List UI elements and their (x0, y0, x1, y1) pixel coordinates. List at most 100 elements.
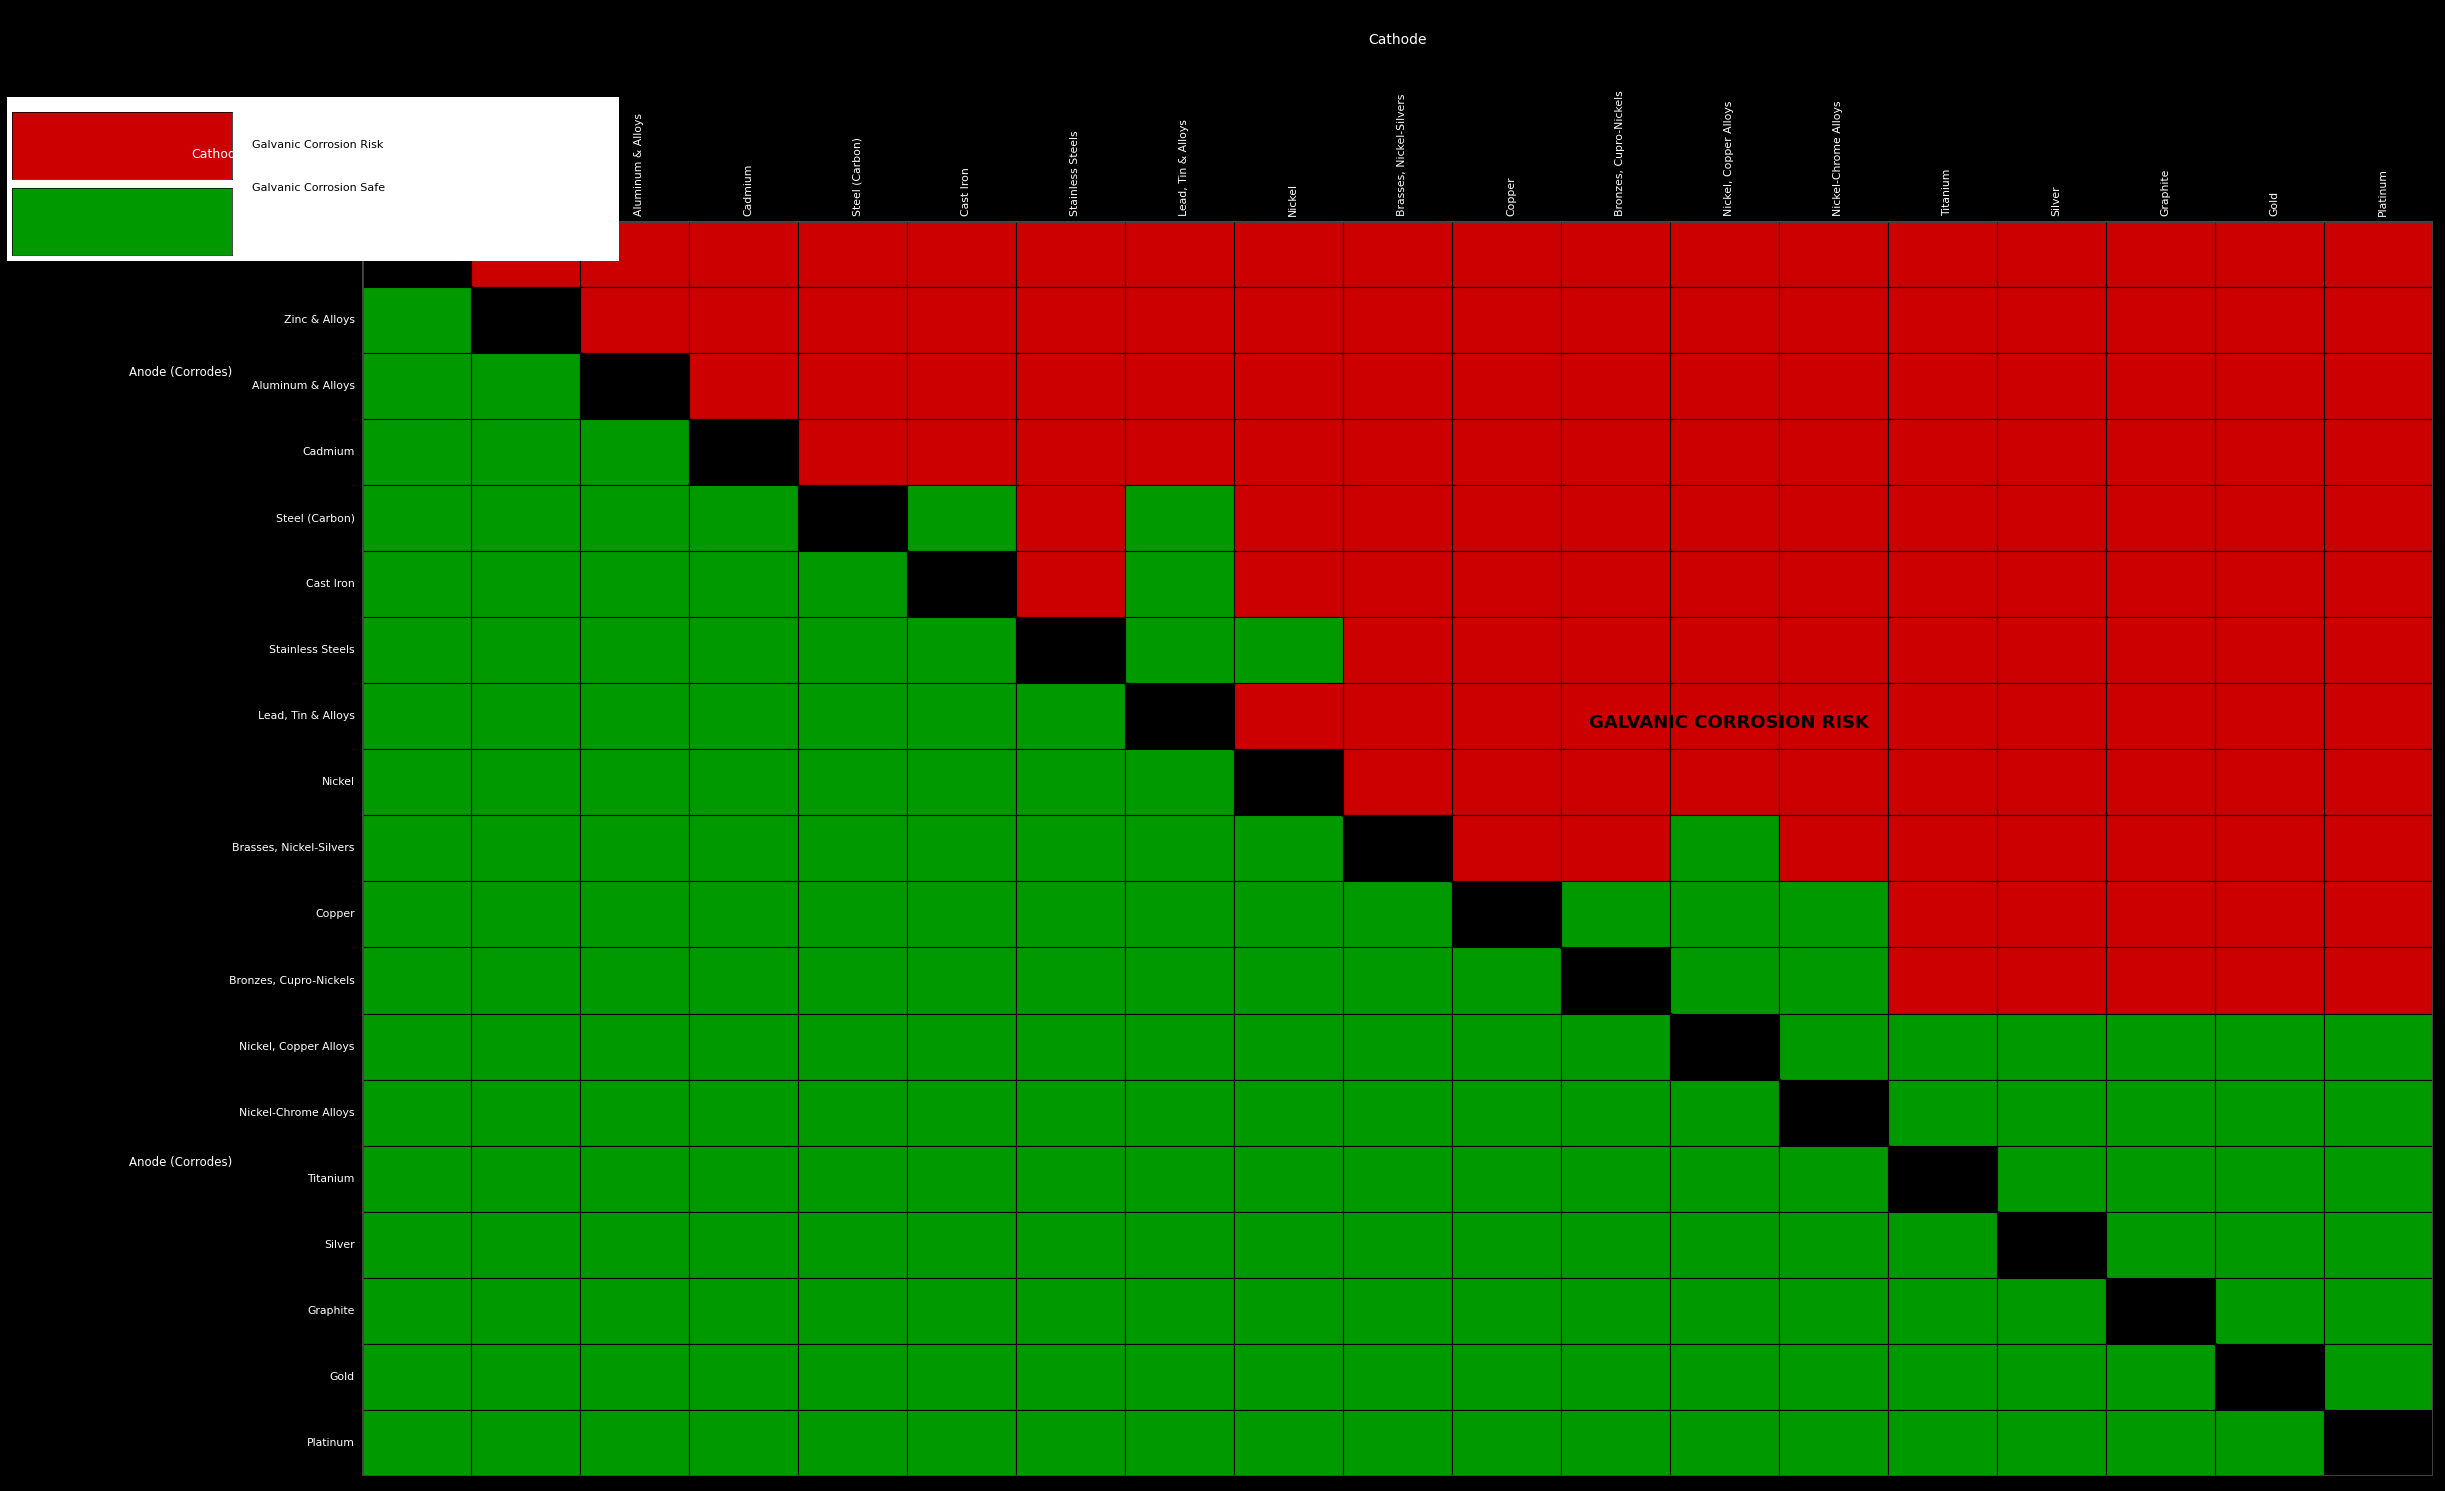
Text: Graphite: Graphite (308, 1306, 355, 1317)
Text: Zinc & Alloys: Zinc & Alloys (526, 145, 535, 216)
Bar (1670, 286, 1780, 353)
Bar (1452, 1079, 1560, 1145)
Bar (472, 485, 579, 552)
Bar (1560, 947, 1670, 1014)
Bar (1670, 485, 1780, 552)
Bar (689, 1343, 797, 1410)
Bar (2105, 1079, 2215, 1145)
Bar (2215, 1410, 2323, 1476)
Bar (1125, 419, 1235, 485)
Bar (1015, 353, 1125, 419)
Bar (472, 947, 579, 1014)
Bar (797, 286, 907, 353)
Bar (2323, 617, 2433, 683)
Bar (472, 816, 579, 881)
Bar (1780, 947, 1888, 1014)
Bar (1125, 221, 1235, 286)
Bar (1998, 617, 2105, 683)
Bar (1670, 816, 1780, 881)
Bar (2215, 816, 2323, 881)
Bar (472, 683, 579, 750)
Bar (1560, 1145, 1670, 1212)
Bar (1342, 1079, 1452, 1145)
Bar (1342, 1278, 1452, 1343)
Bar (1015, 221, 1125, 286)
Bar (2323, 750, 2433, 816)
Bar (1888, 683, 1998, 750)
Bar (907, 353, 1015, 419)
Bar (1888, 816, 1998, 881)
Bar (1452, 552, 1560, 617)
Bar (2215, 750, 2323, 816)
Text: Cast Iron: Cast Iron (306, 579, 355, 589)
Bar (1452, 485, 1560, 552)
Bar (362, 1410, 472, 1476)
Bar (797, 419, 907, 485)
Bar (1998, 1079, 2105, 1145)
Bar (1888, 1014, 1998, 1079)
Bar (2323, 1079, 2433, 1145)
Bar (907, 552, 1015, 617)
Bar (2105, 750, 2215, 816)
Bar (2323, 552, 2433, 617)
Bar (1125, 1014, 1235, 1079)
Bar (1888, 1410, 1998, 1476)
Bar (2215, 286, 2323, 353)
Bar (1125, 1278, 1235, 1343)
Text: Cathode: Cathode (1369, 33, 1425, 48)
Bar (362, 683, 472, 750)
Bar (1342, 353, 1452, 419)
Bar (1888, 485, 1998, 552)
Bar (1235, 485, 1342, 552)
Bar (362, 750, 472, 816)
Text: Platinum: Platinum (2379, 168, 2389, 216)
Bar (1452, 1212, 1560, 1278)
Bar (1342, 221, 1452, 286)
Bar (1670, 947, 1780, 1014)
Bar (472, 1343, 579, 1410)
Bar (1235, 1145, 1342, 1212)
Text: Brasses, Nickel-Silvers: Brasses, Nickel-Silvers (232, 844, 355, 853)
Bar (2323, 1145, 2433, 1212)
Bar (1888, 947, 1998, 1014)
Text: Copper: Copper (1506, 176, 1516, 216)
Bar (797, 221, 907, 286)
Bar (579, 1278, 689, 1343)
Bar (797, 947, 907, 1014)
Bar (1342, 881, 1452, 947)
Bar (1125, 881, 1235, 947)
Bar (1452, 1278, 1560, 1343)
Bar (907, 947, 1015, 1014)
Bar (1780, 683, 1888, 750)
Text: Silver: Silver (323, 1241, 355, 1249)
Text: Lead, Tin & Alloys: Lead, Tin & Alloys (1178, 119, 1188, 216)
Bar (1452, 419, 1560, 485)
Bar (1452, 1014, 1560, 1079)
Bar (579, 617, 689, 683)
Bar (579, 1410, 689, 1476)
Bar (1560, 1410, 1670, 1476)
Bar (1015, 1014, 1125, 1079)
Bar (1235, 1212, 1342, 1278)
Bar (1888, 221, 1998, 286)
Bar (689, 552, 797, 617)
Bar (362, 552, 472, 617)
Bar (2323, 485, 2433, 552)
Bar (907, 1145, 1015, 1212)
Bar (2105, 1212, 2215, 1278)
Bar (579, 1212, 689, 1278)
Bar (1015, 881, 1125, 947)
Bar (1235, 1343, 1342, 1410)
Bar (1998, 1014, 2105, 1079)
Bar (1888, 552, 1998, 617)
Bar (1125, 947, 1235, 1014)
Text: Titanium: Titanium (308, 1173, 355, 1184)
Bar (1780, 353, 1888, 419)
Bar (797, 1145, 907, 1212)
Bar (2323, 947, 2433, 1014)
Bar (797, 552, 907, 617)
Bar (1342, 1145, 1452, 1212)
Bar (362, 1014, 472, 1079)
Bar (1235, 881, 1342, 947)
Bar (689, 1410, 797, 1476)
